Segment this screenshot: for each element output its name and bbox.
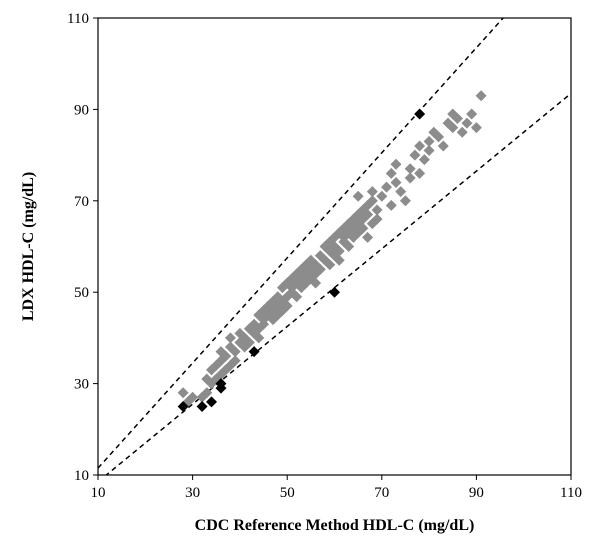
data-point-outside xyxy=(196,400,208,412)
data-points xyxy=(177,90,487,412)
x-tick-label: 30 xyxy=(185,485,200,501)
data-point-within xyxy=(470,122,482,134)
data-point-within xyxy=(404,163,416,175)
data-point-within xyxy=(362,209,374,221)
x-tick-label: 70 xyxy=(374,485,389,501)
data-point-outside xyxy=(206,396,218,408)
data-point-outside xyxy=(329,286,340,298)
x-tick-label: 50 xyxy=(280,485,295,501)
data-point-within xyxy=(281,300,293,312)
data-point-within xyxy=(343,241,355,252)
data-point-within xyxy=(220,350,232,362)
data-point-within xyxy=(243,336,255,348)
data-point-within xyxy=(385,167,397,179)
data-point-within xyxy=(404,172,416,184)
data-point-within xyxy=(381,181,393,193)
data-point-within xyxy=(395,186,407,198)
data-point-within xyxy=(362,231,374,243)
data-point-within xyxy=(333,245,345,257)
data-point-within xyxy=(229,355,241,367)
data-point-within xyxy=(399,195,411,207)
data-point-within xyxy=(423,135,435,147)
data-point-within xyxy=(456,126,468,138)
data-point-outside xyxy=(248,346,260,358)
data-point-within xyxy=(229,346,241,358)
data-point-within xyxy=(352,190,364,202)
data-point-within xyxy=(366,195,378,207)
data-point-outside xyxy=(177,400,189,412)
data-point-within xyxy=(475,90,487,102)
data-point-within xyxy=(177,387,189,399)
data-point-within xyxy=(314,250,326,262)
data-point-within xyxy=(253,332,265,344)
data-point-within xyxy=(333,254,345,266)
data-point-within xyxy=(201,387,213,399)
data-point-within xyxy=(366,186,378,198)
data-point-outside xyxy=(414,108,426,120)
data-point-within xyxy=(376,190,388,202)
y-axis-ticks: 10 30 50 70 90 110 xyxy=(67,11,98,484)
data-point-within xyxy=(224,332,236,344)
data-point-within xyxy=(451,113,463,125)
plot-frame xyxy=(97,17,572,476)
data-point-within xyxy=(466,108,478,120)
limit-line-upper xyxy=(98,18,505,469)
data-point-within xyxy=(437,140,449,152)
x-axis-ticks: 10 30 50 70 90 110 xyxy=(91,475,582,501)
data-point-within xyxy=(414,140,426,152)
data-point-within xyxy=(385,199,397,211)
data-point-within xyxy=(447,122,459,134)
data-point-within xyxy=(433,131,445,143)
data-point-within xyxy=(414,167,426,179)
x-tick-label: 90 xyxy=(469,485,484,501)
data-point-within xyxy=(418,154,430,166)
y-axis-title: LDX HDL-C (mg/dL) xyxy=(20,172,37,321)
x-axis-title: CDC Reference Method HDL-C (mg/dL) xyxy=(195,517,475,534)
data-point-within xyxy=(390,177,402,189)
data-point-within xyxy=(409,149,421,161)
x-tick-label: 10 xyxy=(91,485,106,501)
y-tick-label: 10 xyxy=(74,468,89,484)
data-point-within xyxy=(371,213,383,225)
data-point-within xyxy=(187,391,199,403)
y-tick-label: 70 xyxy=(74,194,89,210)
data-point-within xyxy=(314,263,326,275)
x-tick-label: 110 xyxy=(560,485,582,501)
data-point-within xyxy=(371,204,383,216)
y-tick-label: 90 xyxy=(74,102,89,118)
data-point-within xyxy=(423,145,435,157)
data-point-within xyxy=(390,158,402,170)
data-point-within xyxy=(357,222,369,234)
y-tick-label: 30 xyxy=(74,377,89,393)
data-point-within xyxy=(324,259,336,271)
y-tick-label: 110 xyxy=(67,11,89,27)
data-point-within xyxy=(310,277,322,289)
data-point-within xyxy=(461,117,473,129)
data-point-within xyxy=(291,291,303,303)
data-point-outside xyxy=(215,378,227,390)
y-tick-label: 50 xyxy=(74,285,89,301)
